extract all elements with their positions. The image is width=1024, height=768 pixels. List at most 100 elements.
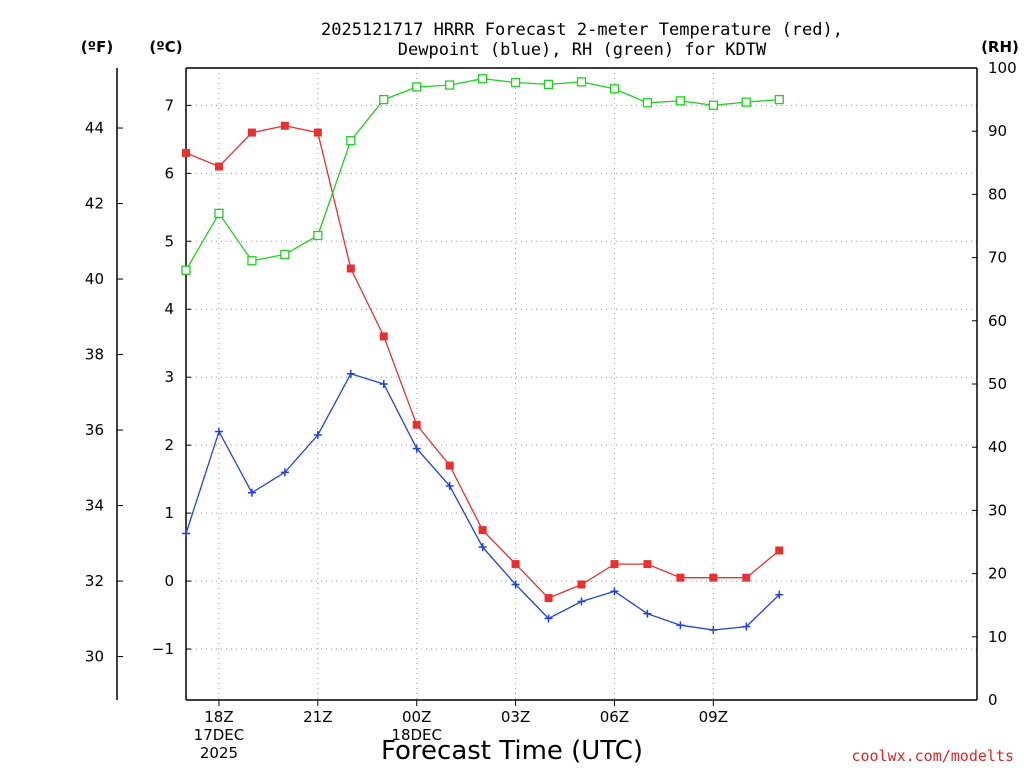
rh-point — [379, 94, 389, 105]
dewpoint-point — [676, 621, 685, 630]
temperature-point — [346, 264, 355, 273]
dewpoint-point — [182, 529, 190, 538]
time-tick-label: 21Z — [303, 708, 332, 726]
celsius-tick-label: 7 — [164, 96, 174, 114]
rh-tick-label: 80 — [988, 185, 1007, 203]
time-tick-label: 2025 — [200, 744, 238, 762]
time-tick-label: 18DEC — [391, 726, 442, 744]
dewpoint-point — [610, 587, 619, 596]
dewpoint-point — [247, 488, 256, 497]
chart-title-line-1: 2025121717 HRRR Forecast 2-meter Tempera… — [321, 20, 843, 40]
celsius-axis: −1 0 1 2 3 4 5 6 7 — [152, 96, 191, 658]
dewpoint-point — [280, 468, 289, 477]
rh-point — [477, 74, 488, 84]
rh-point — [280, 249, 290, 260]
celsius-tick-label: 6 — [164, 164, 174, 182]
rh-point — [445, 80, 455, 90]
celsius-tick-label: 5 — [164, 232, 174, 250]
time-tick-label: 17DEC — [194, 726, 245, 744]
time-tick-label: 06Z — [600, 708, 629, 726]
temperature-point — [577, 580, 586, 589]
fahrenheit-tick-label: 42 — [85, 195, 104, 213]
dewpoint-point — [775, 590, 784, 599]
rh-point — [313, 230, 323, 241]
rh-point — [774, 94, 784, 105]
fahrenheit-tick-label: 30 — [85, 648, 104, 666]
dewpoint-point — [709, 626, 718, 635]
celsius-tick-label: 3 — [164, 368, 174, 386]
rh-point — [181, 265, 191, 275]
celsius-unit-label: (ºC) — [149, 38, 182, 56]
dewpoint-point — [643, 609, 652, 618]
rh-point — [741, 97, 751, 107]
dewpoint-point — [478, 543, 487, 552]
rh-point — [412, 82, 422, 92]
temperature-point — [247, 128, 256, 137]
fahrenheit-tick-label: 38 — [85, 346, 104, 364]
time-tick-label: 00Z — [402, 708, 431, 726]
rh-tick-label: 90 — [988, 122, 1007, 140]
rh-point — [214, 208, 224, 219]
temperature-point — [775, 546, 784, 555]
rh-point — [543, 79, 554, 90]
rh-line — [185, 78, 780, 271]
celsius-tick-label: 0 — [164, 572, 174, 590]
chart-title-line-2: Dewpoint (blue), RH (green) for KDTW — [398, 40, 767, 60]
dewpoint-point — [379, 380, 388, 388]
dewpoint-point — [544, 614, 553, 623]
dewpoint-point — [313, 430, 322, 439]
rh-tick-label: 40 — [988, 438, 1007, 456]
rh-tick-label: 20 — [988, 565, 1007, 583]
dewpoint-point — [445, 481, 454, 490]
rh-point — [708, 100, 718, 110]
dewpoint-point — [511, 580, 520, 589]
celsius-tick-label: 1 — [164, 504, 174, 522]
rh-tick-label: 50 — [988, 375, 1007, 393]
dewpoint-point — [412, 444, 421, 453]
dewpoint-point — [346, 369, 355, 378]
dewpoint-line — [185, 373, 780, 631]
temperature-point — [643, 560, 652, 569]
rh-point — [510, 77, 521, 88]
celsius-tick-label: 2 — [164, 436, 174, 454]
rh-tick-label: 0 — [988, 691, 998, 709]
rh-tick-label: 70 — [988, 249, 1007, 267]
time-tick-label: 09Z — [699, 708, 728, 726]
temperature-point — [742, 573, 751, 582]
temperature-point — [214, 162, 223, 171]
celsius-tick-label: −1 — [152, 640, 174, 658]
rh-point — [346, 136, 356, 146]
temperature-point — [445, 461, 454, 470]
rh-point — [675, 96, 686, 106]
dewpoint-point — [214, 427, 223, 436]
x-axis-label: Forecast Time (UTC) — [381, 736, 643, 766]
time-tick-label: 03Z — [501, 708, 530, 726]
rh-tick-label: 10 — [988, 628, 1007, 646]
fahrenheit-axis: 30 32 34 36 38 40 42 44 — [85, 68, 123, 700]
dewpoint-point — [742, 622, 751, 631]
grid-lines — [186, 68, 977, 700]
fahrenheit-tick-label: 36 — [85, 421, 104, 439]
temperature-point — [412, 420, 421, 429]
rh-point — [576, 77, 587, 87]
fahrenheit-tick-label: 44 — [85, 119, 104, 137]
celsius-tick-label: 4 — [164, 300, 174, 318]
rh-unit-label: (RH) — [981, 38, 1019, 56]
rh-tick-label: 60 — [988, 312, 1007, 330]
temperature-point — [610, 560, 619, 569]
fahrenheit-unit-label: (ºF) — [81, 38, 113, 56]
temperature-point — [478, 526, 487, 535]
temperature-point — [544, 594, 553, 603]
dewpoint-point — [577, 597, 586, 606]
rh-tick-label: 30 — [988, 501, 1007, 519]
temperature-point — [709, 573, 718, 582]
data-series — [181, 74, 784, 635]
rh-point — [642, 98, 653, 108]
rh-point — [609, 84, 620, 94]
credit-label: coolwx.com/modelts — [851, 747, 1014, 765]
temperature-point — [280, 121, 289, 130]
fahrenheit-tick-label: 32 — [85, 572, 104, 590]
temperature-point — [511, 560, 520, 569]
